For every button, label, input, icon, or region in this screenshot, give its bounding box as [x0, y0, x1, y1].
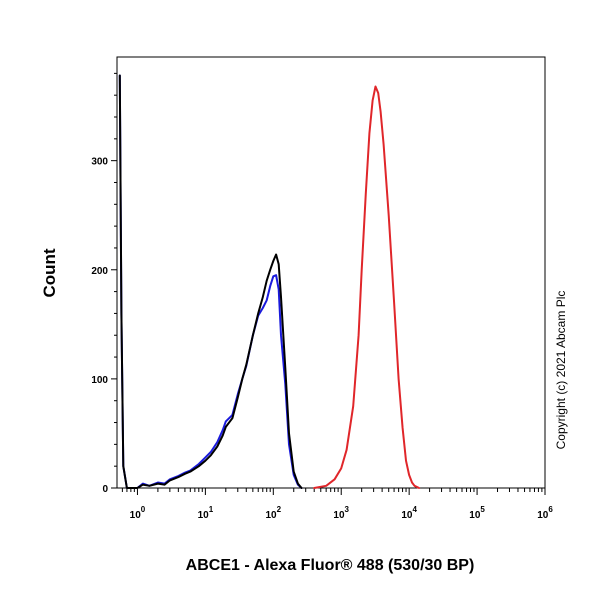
series-layer: [118, 74, 421, 489]
x-axis: 100 101 102 103 104 105 106: [121, 488, 553, 521]
y-tick-label: 0: [102, 484, 108, 495]
y-tick-label: 100: [91, 375, 108, 386]
x-axis-title: ABCE1 - Alexa Fluor® 488 (530/30 BP): [186, 557, 475, 574]
y-axis-title: Count: [40, 248, 59, 297]
x-tick-label: 106: [537, 505, 553, 521]
black-histogram-line: [118, 74, 303, 489]
x-tick-label: 100: [130, 505, 146, 521]
y-tick-label: 200: [91, 266, 108, 277]
x-tick-label: 103: [333, 505, 349, 521]
x-tick-label: 105: [469, 505, 485, 521]
x-tick-label: 104: [401, 505, 417, 521]
x-tick-label: 102: [266, 505, 282, 521]
x-tick-label: 101: [198, 505, 214, 521]
copyright-notice: Copyright (c) 2021 Abcam Plc: [554, 291, 568, 450]
red-histogram-line: [313, 85, 421, 489]
y-tick-label: 300: [91, 157, 108, 168]
y-axis: 0 100 200 300: [91, 72, 117, 495]
